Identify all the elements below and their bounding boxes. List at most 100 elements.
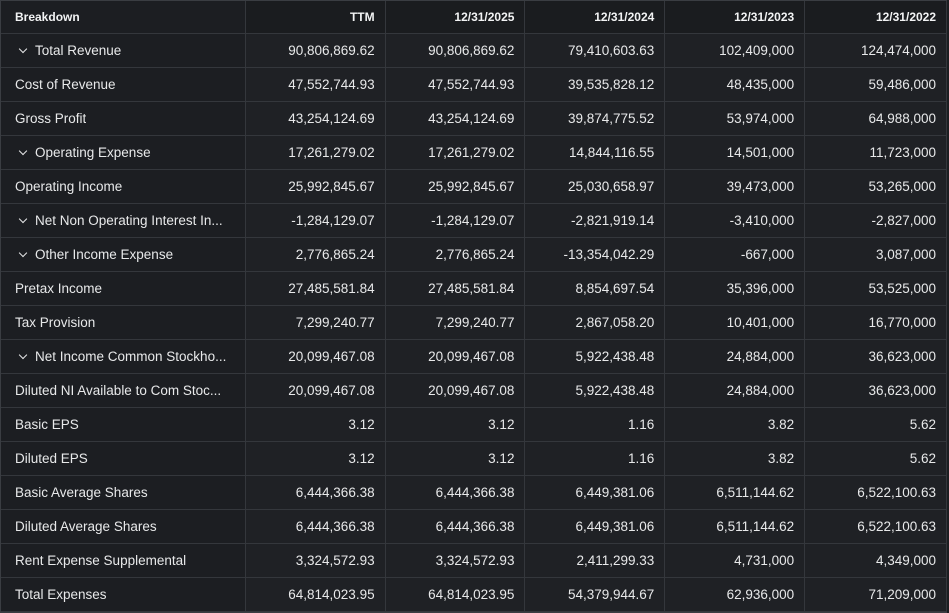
value-cell-2023: 53,974,000	[665, 102, 806, 135]
row-label[interactable]: Operating Expense	[1, 136, 246, 169]
column-header-ttm: TTM	[246, 1, 386, 33]
table-row[interactable]: Other Income Expense 2,776,865.24 2,776,86…	[1, 238, 948, 272]
row-label-text: Operating Income	[15, 179, 123, 194]
value-cell-2022: 53,265,000	[805, 170, 948, 203]
value-cell-2022: 11,723,000	[805, 136, 948, 169]
value-cell-2024: 2,411,299.33	[525, 544, 666, 577]
value-cell-ttm: 7,299,240.77	[246, 306, 386, 339]
table-row: Total Expenses 64,814,023.95 64,814,023.95…	[1, 578, 948, 612]
value-cell-2025: 6,444,366.38	[386, 510, 526, 543]
value-cell-ttm: 6,444,366.38	[246, 510, 386, 543]
value-cell-2022: 5.62	[805, 442, 948, 475]
table-row[interactable]: Net Non Operating Interest In... -1,284,1…	[1, 204, 948, 238]
table-header-row: Breakdown TTM 12/31/2025 12/31/2024 12/3…	[1, 1, 948, 34]
value-cell-2023: 48,435,000	[665, 68, 806, 101]
value-cell-2024: -2,821,919.14	[525, 204, 666, 237]
value-cell-2024: 39,874,775.52	[525, 102, 666, 135]
row-label-text: Basic EPS	[15, 417, 79, 432]
value-cell-2024: 2,867,058.20	[525, 306, 666, 339]
value-cell-2023: 6,511,144.62	[665, 510, 806, 543]
row-label: Cost of Revenue	[1, 68, 246, 101]
chevron-down-icon[interactable]	[17, 215, 29, 227]
table-row[interactable]: Net Income Common Stockho... 20,099,467.0…	[1, 340, 948, 374]
row-label-text: Gross Profit	[15, 111, 87, 126]
value-cell-2022: 16,770,000	[805, 306, 948, 339]
value-cell-2023: 14,501,000	[665, 136, 806, 169]
value-cell-2022: 3,087,000	[805, 238, 948, 271]
value-cell-ttm: -1,284,129.07	[246, 204, 386, 237]
value-cell-ttm: 20,099,467.08	[246, 340, 386, 373]
value-cell-2025: 2,776,865.24	[386, 238, 526, 271]
row-label: Gross Profit	[1, 102, 246, 135]
value-cell-2025: 3.12	[386, 442, 526, 475]
value-cell-ttm: 3.12	[246, 442, 386, 475]
value-cell-2022: 59,486,000	[805, 68, 948, 101]
row-label: Operating Income	[1, 170, 246, 203]
row-label[interactable]: Net Income Common Stockho...	[1, 340, 246, 373]
value-cell-2025: 6,444,366.38	[386, 476, 526, 509]
value-cell-ttm: 90,806,869.62	[246, 34, 386, 67]
value-cell-ttm: 47,552,744.93	[246, 68, 386, 101]
row-label-text: Net Income Common Stockho...	[35, 349, 227, 364]
table-row: Gross Profit 43,254,124.69 43,254,124.69 39…	[1, 102, 948, 136]
value-cell-ttm: 20,099,467.08	[246, 374, 386, 407]
row-label[interactable]: Other Income Expense	[1, 238, 246, 271]
row-label[interactable]: Total Revenue	[1, 34, 246, 67]
value-cell-2025: 3,324,572.93	[386, 544, 526, 577]
value-cell-2023: 102,409,000	[665, 34, 806, 67]
value-cell-2022: 36,623,000	[805, 374, 948, 407]
row-label-text: Basic Average Shares	[15, 485, 148, 500]
row-label-text: Pretax Income	[15, 281, 103, 296]
value-cell-2023: 3.82	[665, 408, 806, 441]
row-label-text: Tax Provision	[15, 315, 96, 330]
table-row: Basic Average Shares 6,444,366.38 6,444,36…	[1, 476, 948, 510]
table-row[interactable]: Operating Expense 17,261,279.02 17,261,279…	[1, 136, 948, 170]
value-cell-2023: 39,473,000	[665, 170, 806, 203]
value-cell-2023: 10,401,000	[665, 306, 806, 339]
value-cell-2023: 62,936,000	[665, 578, 806, 611]
table-row: Diluted NI Available to Com Stoc... 20,09…	[1, 374, 948, 408]
value-cell-2025: 17,261,279.02	[386, 136, 526, 169]
chevron-down-icon[interactable]	[17, 249, 29, 261]
value-cell-2025: 7,299,240.77	[386, 306, 526, 339]
value-cell-ttm: 17,261,279.02	[246, 136, 386, 169]
table-row: Diluted EPS 3.12 3.12 1.16 3.82 5.62	[1, 442, 948, 476]
value-cell-ttm: 25,992,845.67	[246, 170, 386, 203]
value-cell-2025: 20,099,467.08	[386, 374, 526, 407]
column-header-2025: 12/31/2025	[386, 1, 526, 33]
value-cell-2022: 5.62	[805, 408, 948, 441]
row-label: Diluted EPS	[1, 442, 246, 475]
value-cell-2024: 79,410,603.63	[525, 34, 666, 67]
column-header-2023: 12/31/2023	[665, 1, 806, 33]
value-cell-2022: -2,827,000	[805, 204, 948, 237]
value-cell-ttm: 2,776,865.24	[246, 238, 386, 271]
row-label: Basic Average Shares	[1, 476, 246, 509]
chevron-down-icon[interactable]	[17, 351, 29, 363]
value-cell-2025: 3.12	[386, 408, 526, 441]
value-cell-2023: -667,000	[665, 238, 806, 271]
value-cell-2024: 54,379,944.67	[525, 578, 666, 611]
value-cell-2024: 1.16	[525, 442, 666, 475]
column-header-breakdown: Breakdown	[1, 1, 246, 33]
value-cell-2025: 20,099,467.08	[386, 340, 526, 373]
chevron-down-icon[interactable]	[17, 147, 29, 159]
row-label: Tax Provision	[1, 306, 246, 339]
table-row[interactable]: Total Revenue 90,806,869.62 90,806,869.62 7…	[1, 34, 948, 68]
value-cell-2023: 35,396,000	[665, 272, 806, 305]
row-label-text: Diluted NI Available to Com Stoc...	[15, 383, 222, 398]
value-cell-2022: 53,525,000	[805, 272, 948, 305]
value-cell-2023: 24,884,000	[665, 374, 806, 407]
value-cell-2023: 4,731,000	[665, 544, 806, 577]
row-label-text: Rent Expense Supplemental	[15, 553, 187, 568]
value-cell-2025: 25,992,845.67	[386, 170, 526, 203]
chevron-down-icon[interactable]	[17, 45, 29, 57]
value-cell-2024: 5,922,438.48	[525, 374, 666, 407]
row-label-text: Total Expenses	[15, 587, 107, 602]
row-label[interactable]: Net Non Operating Interest In...	[1, 204, 246, 237]
value-cell-2022: 124,474,000	[805, 34, 948, 67]
value-cell-2022: 64,988,000	[805, 102, 948, 135]
value-cell-2023: 3.82	[665, 442, 806, 475]
value-cell-2025: -1,284,129.07	[386, 204, 526, 237]
row-label: Pretax Income	[1, 272, 246, 305]
